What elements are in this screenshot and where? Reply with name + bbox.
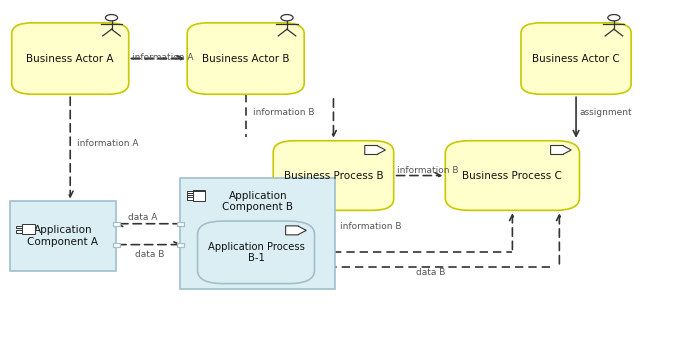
FancyBboxPatch shape <box>521 23 631 94</box>
FancyBboxPatch shape <box>16 230 23 233</box>
FancyBboxPatch shape <box>176 243 184 247</box>
Polygon shape <box>365 145 386 154</box>
FancyBboxPatch shape <box>187 23 304 94</box>
FancyBboxPatch shape <box>12 23 129 94</box>
FancyBboxPatch shape <box>445 141 580 210</box>
Text: Business Actor C: Business Actor C <box>532 54 620 64</box>
Text: data A: data A <box>128 213 157 222</box>
Text: information A: information A <box>77 139 139 148</box>
Polygon shape <box>285 226 306 235</box>
FancyBboxPatch shape <box>187 195 193 198</box>
FancyBboxPatch shape <box>16 226 23 228</box>
FancyBboxPatch shape <box>198 221 314 284</box>
FancyBboxPatch shape <box>187 197 193 199</box>
FancyBboxPatch shape <box>193 192 205 201</box>
Polygon shape <box>551 145 571 154</box>
FancyBboxPatch shape <box>113 222 120 226</box>
Text: Business Actor A: Business Actor A <box>26 54 114 64</box>
Text: Business Process B: Business Process B <box>283 171 384 180</box>
Text: Business Process C: Business Process C <box>462 171 562 180</box>
FancyBboxPatch shape <box>187 193 193 195</box>
Text: data B: data B <box>416 268 446 277</box>
Text: assignment: assignment <box>580 108 632 117</box>
Text: information B: information B <box>397 166 459 175</box>
FancyBboxPatch shape <box>193 190 205 199</box>
FancyBboxPatch shape <box>176 222 184 226</box>
FancyBboxPatch shape <box>180 178 335 289</box>
FancyBboxPatch shape <box>22 225 35 234</box>
FancyBboxPatch shape <box>187 191 193 193</box>
Text: data B: data B <box>135 250 164 259</box>
Text: Application
Component B: Application Component B <box>223 191 293 212</box>
Text: Application
Component A: Application Component A <box>28 225 99 247</box>
Text: information B: information B <box>341 222 402 231</box>
Text: information B: information B <box>253 108 314 117</box>
FancyBboxPatch shape <box>10 202 116 271</box>
Text: Business Actor B: Business Actor B <box>202 54 290 64</box>
Text: Application Process
B-1: Application Process B-1 <box>207 242 305 263</box>
Text: information A: information A <box>132 53 193 62</box>
FancyBboxPatch shape <box>113 243 120 247</box>
FancyBboxPatch shape <box>273 141 394 210</box>
